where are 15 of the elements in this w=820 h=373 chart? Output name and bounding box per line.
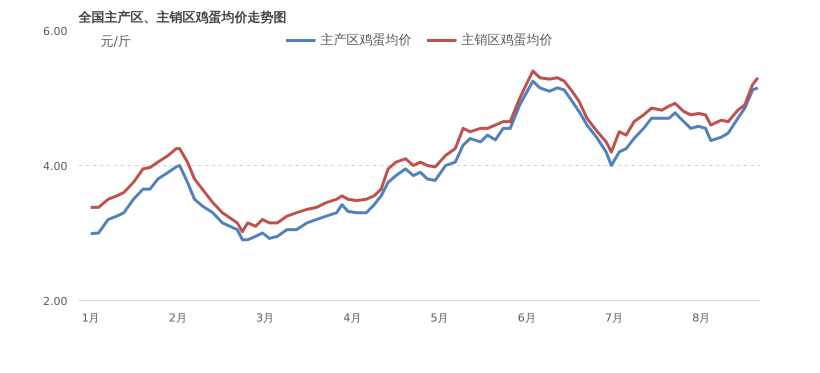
legend-label: 主产区鸡蛋均价 bbox=[320, 32, 412, 49]
x-tick-label: 8月 bbox=[692, 312, 710, 324]
y-tick-label: 2.00 bbox=[43, 295, 68, 308]
x-tick-label: 4月 bbox=[343, 312, 362, 324]
y-tick-label: 4.00 bbox=[43, 160, 68, 173]
y-tick-label: 6.00 bbox=[43, 25, 68, 38]
x-tick-label: 3月 bbox=[256, 312, 274, 324]
legend-label: 主销区鸡蛋均价 bbox=[462, 32, 552, 49]
x-tick-label: 2月 bbox=[168, 312, 187, 324]
x-tick-label: 5月 bbox=[430, 312, 449, 324]
x-tick-label: 6月 bbox=[518, 312, 536, 324]
annotation: 元/斤 bbox=[100, 34, 131, 50]
chart-title: 全国主产区、主销区鸡蛋均价走势图 bbox=[78, 10, 286, 26]
x-tick-label: 7月 bbox=[604, 312, 623, 324]
x-tick-label: 1月 bbox=[82, 312, 100, 324]
